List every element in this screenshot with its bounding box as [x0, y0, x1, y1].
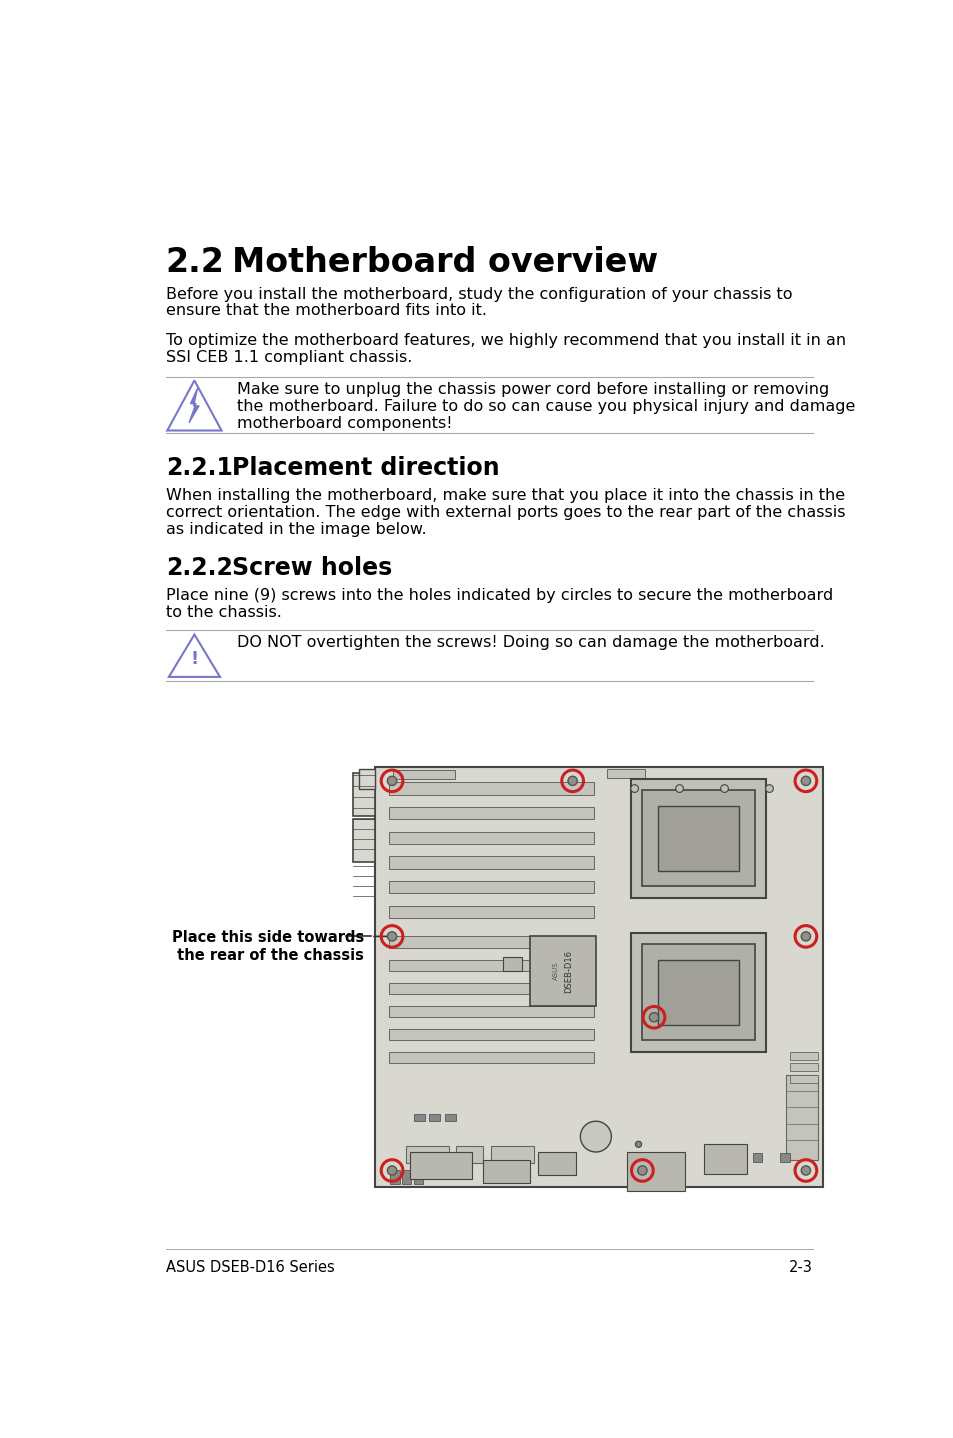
Text: the motherboard. Failure to do so can cause you physical injury and damage: the motherboard. Failure to do so can ca…	[236, 398, 855, 414]
Text: DO NOT overtighten the screws! Doing so can damage the motherboard.: DO NOT overtighten the screws! Doing so …	[236, 636, 824, 650]
Text: !: !	[191, 650, 198, 669]
Bar	[389, 906, 594, 917]
Bar	[785, 1076, 818, 1159]
Bar	[390, 1169, 399, 1183]
Bar	[389, 1005, 594, 1017]
Bar	[389, 856, 594, 869]
Text: DSEB-D16: DSEB-D16	[563, 949, 573, 992]
Text: Make sure to unplug the chassis power cord before installing or removing: Make sure to unplug the chassis power co…	[236, 383, 828, 397]
Bar	[429, 1113, 439, 1122]
Bar	[790, 1076, 818, 1083]
Bar	[530, 936, 596, 1005]
Text: Placement direction: Placement direction	[232, 456, 498, 480]
Bar	[658, 959, 739, 1025]
Text: 2-3: 2-3	[788, 1260, 812, 1276]
Circle shape	[579, 1122, 611, 1152]
Circle shape	[630, 785, 638, 792]
Text: correct orientation. The edge with external ports goes to the rear part of the c: correct orientation. The edge with exter…	[166, 505, 844, 521]
Text: To optimize the motherboard features, we highly recommend that you install it in: To optimize the motherboard features, we…	[166, 332, 845, 348]
Text: Place this side towards: Place this side towards	[172, 930, 364, 945]
Circle shape	[567, 777, 577, 785]
Bar	[537, 1152, 576, 1175]
Circle shape	[637, 1166, 646, 1175]
Circle shape	[765, 785, 773, 792]
Text: the rear of the chassis: the rear of the chassis	[172, 948, 363, 963]
Bar	[703, 1145, 746, 1173]
Polygon shape	[189, 388, 199, 423]
Bar	[414, 1113, 424, 1122]
Circle shape	[635, 1142, 641, 1148]
Circle shape	[387, 777, 396, 785]
Circle shape	[649, 1012, 658, 1022]
Bar	[491, 1146, 534, 1163]
Bar	[483, 1159, 530, 1183]
Text: Before you install the motherboard, study the configuration of your chassis to: Before you install the motherboard, stud…	[166, 286, 791, 302]
Bar	[456, 1146, 483, 1163]
Text: ASUS: ASUS	[553, 962, 558, 981]
Bar	[630, 778, 765, 897]
Text: SSI CEB 1.1 compliant chassis.: SSI CEB 1.1 compliant chassis.	[166, 349, 412, 365]
Bar	[389, 782, 594, 795]
Bar	[389, 807, 594, 820]
Text: ASUS DSEB-D16 Series: ASUS DSEB-D16 Series	[166, 1260, 335, 1276]
Bar	[389, 936, 594, 948]
Circle shape	[720, 785, 728, 792]
Bar	[626, 1152, 684, 1191]
Bar	[389, 881, 594, 893]
Bar	[641, 789, 754, 886]
Text: 2.2: 2.2	[166, 246, 224, 279]
Bar	[607, 768, 644, 778]
Bar	[389, 831, 594, 844]
Bar	[406, 1146, 448, 1163]
Circle shape	[387, 1166, 396, 1175]
Text: 2.2.1: 2.2.1	[166, 456, 233, 480]
Bar	[375, 766, 822, 1188]
Bar	[790, 1053, 818, 1060]
Bar	[790, 1064, 818, 1071]
Text: ensure that the motherboard fits into it.: ensure that the motherboard fits into it…	[166, 303, 486, 318]
Bar	[389, 982, 594, 994]
Bar	[641, 945, 754, 1040]
Text: When installing the motherboard, make sure that you place it into the chassis in: When installing the motherboard, make su…	[166, 489, 844, 503]
Bar	[402, 1169, 411, 1183]
Bar	[389, 959, 594, 971]
Circle shape	[387, 932, 396, 940]
Bar	[389, 1028, 594, 1040]
Text: Screw holes: Screw holes	[232, 557, 392, 580]
Circle shape	[801, 1166, 810, 1175]
Text: motherboard components!: motherboard components!	[236, 416, 452, 431]
Bar	[502, 958, 521, 971]
Bar	[359, 769, 375, 788]
Bar	[658, 805, 739, 871]
Circle shape	[801, 932, 810, 940]
Bar	[393, 771, 455, 779]
Bar	[410, 1152, 472, 1179]
Text: Place nine (9) screws into the holes indicated by circles to secure the motherbo: Place nine (9) screws into the holes ind…	[166, 588, 832, 604]
Circle shape	[801, 777, 810, 785]
Bar	[353, 820, 375, 861]
Bar	[444, 1113, 456, 1122]
Bar	[780, 1153, 789, 1162]
Text: to the chassis.: to the chassis.	[166, 605, 281, 620]
Bar	[630, 933, 765, 1053]
Bar	[753, 1153, 761, 1162]
Bar	[389, 1053, 594, 1064]
Text: 2.2.2: 2.2.2	[166, 557, 233, 580]
Text: as indicated in the image below.: as indicated in the image below.	[166, 522, 426, 538]
Circle shape	[675, 785, 682, 792]
Text: Motherboard overview: Motherboard overview	[232, 246, 658, 279]
Bar	[414, 1169, 422, 1183]
Bar	[353, 774, 375, 815]
